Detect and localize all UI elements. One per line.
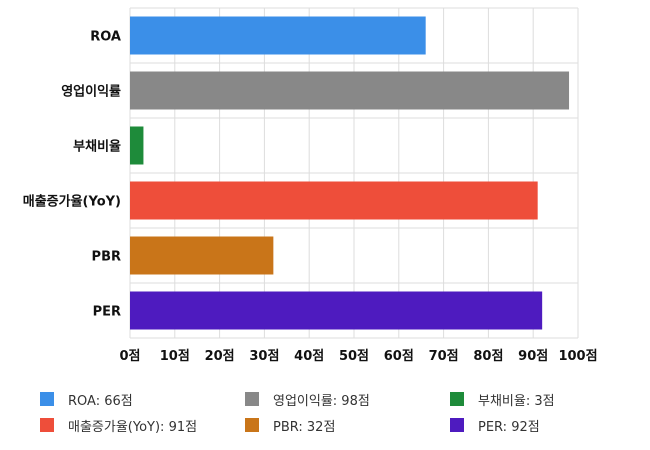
x-tick-label: 30점	[249, 349, 279, 364]
legend-item[interactable]: 부채비율: 3점	[450, 390, 555, 409]
legend-swatch	[245, 418, 259, 432]
bar-3	[130, 181, 538, 220]
legend-label: ROA: 66점	[68, 393, 133, 409]
legend-item[interactable]: ROA: 66점	[40, 390, 133, 409]
x-tick-label: 70점	[429, 349, 459, 364]
x-tick-label: 60점	[384, 349, 414, 364]
x-tick-label: 50점	[339, 349, 369, 364]
category-label: 영업이익률	[61, 84, 121, 100]
category-label: PBR	[92, 250, 121, 265]
legend-swatch	[245, 392, 259, 406]
legend-swatch	[40, 392, 54, 406]
x-tick-label: 20점	[205, 349, 235, 364]
legend-label: 부채비율: 3점	[478, 393, 555, 409]
bar-4	[130, 236, 274, 275]
legend-item[interactable]: 매출증가율(YoY): 91점	[40, 416, 198, 435]
x-tick-label: 90점	[518, 349, 548, 364]
legend-item[interactable]: 영업이익률: 98점	[245, 390, 370, 409]
x-tick-label: 10점	[160, 349, 190, 364]
bar-2	[130, 126, 144, 165]
legend-label: 매출증가율(YoY): 91점	[68, 419, 198, 435]
legend-swatch	[450, 418, 464, 432]
x-tick-label: 100점	[558, 349, 597, 364]
legend-label: PBR: 32점	[273, 419, 336, 435]
bar-0	[130, 16, 426, 55]
x-axis-tick-labels: 0점 10점 20점 30점 40점 50점 60점 70점 80점 90점 100점	[119, 349, 597, 364]
legend-swatch	[450, 392, 464, 406]
grid-lines	[129, 7, 579, 339]
category-label: 매출증가율(YoY)	[23, 194, 121, 210]
x-tick-label: 40점	[294, 349, 324, 364]
category-label: 부채비율	[73, 139, 121, 155]
x-tick-label: 80점	[473, 349, 503, 364]
legend-item[interactable]: PER: 92점	[450, 416, 540, 435]
category-label: ROA	[90, 30, 121, 45]
category-label: PER	[93, 305, 121, 320]
bars	[130, 16, 570, 330]
legend-swatch	[40, 418, 54, 432]
legend-label: PER: 92점	[478, 419, 540, 435]
x-tick-label: 0점	[119, 349, 140, 364]
legend-item[interactable]: PBR: 32점	[245, 416, 336, 435]
legend-label: 영업이익률: 98점	[273, 393, 370, 409]
bar-5	[130, 291, 543, 330]
bar-1	[130, 71, 570, 110]
